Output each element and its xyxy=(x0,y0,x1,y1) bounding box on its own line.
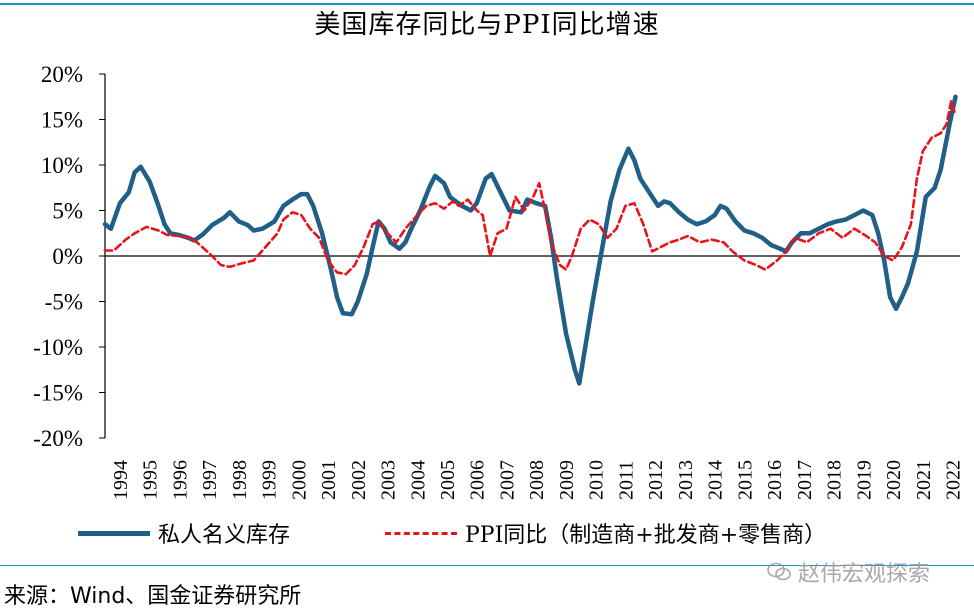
x-tick-label: 2013 xyxy=(675,460,697,500)
x-tick-label: 2015 xyxy=(734,460,756,500)
series-layer xyxy=(102,94,958,386)
y-tick-label: 10% xyxy=(41,153,83,178)
x-tick-label: 2012 xyxy=(645,460,667,500)
x-tick-label: 2000 xyxy=(288,460,310,500)
x-tick-label: 2010 xyxy=(586,460,608,500)
wechat-icon xyxy=(767,562,791,581)
legend-swatch-dashed xyxy=(385,531,457,535)
legend-label-inventory: 私人名义库存 xyxy=(158,523,291,548)
y-tick-label: -20% xyxy=(33,426,83,451)
x-tick-label: 2005 xyxy=(437,460,459,500)
x-tick-label: 1997 xyxy=(199,460,221,500)
x-axis-ticks: 1994 1995 1996 1997 1998 1999 2000 2001 2002 2003… xyxy=(110,460,965,500)
legend-swatch-solid xyxy=(78,530,150,536)
y-axis-ticks: 20% 15% 10% 5% 0% -5% -10% -15% -20% xyxy=(33,62,105,451)
series-line-inventory xyxy=(102,94,958,386)
watermark-text: 赵伟宏观探索 xyxy=(798,562,931,587)
x-tick-label: 2014 xyxy=(705,460,727,500)
y-tick-label: 5% xyxy=(52,199,83,224)
top-rule xyxy=(0,3,974,5)
x-tick-label: 1999 xyxy=(259,460,281,500)
x-tick-label: 1994 xyxy=(110,460,132,500)
x-tick-label: 2006 xyxy=(467,460,489,500)
x-tick-label: 1995 xyxy=(140,460,162,500)
legend-label-ppi: PPI同比（制造商+批发商+零售商） xyxy=(465,523,827,548)
x-tick-label: 2004 xyxy=(407,460,429,500)
x-tick-label: 2001 xyxy=(318,460,340,500)
watermark: 赵伟宏观探索 xyxy=(766,556,930,588)
x-tick-label: 2020 xyxy=(883,460,905,500)
x-tick-label: 2007 xyxy=(496,460,518,500)
x-tick-label: 2016 xyxy=(764,460,786,500)
x-tick-label: 1996 xyxy=(169,460,191,500)
y-tick-label: 0% xyxy=(52,244,83,269)
series-line-ppi xyxy=(103,100,957,276)
x-tick-label: 2019 xyxy=(853,460,875,500)
x-tick-label: 2021 xyxy=(913,460,935,500)
chart-title: 美国库存同比与PPI同比增速 xyxy=(314,10,660,40)
y-tick-label: -15% xyxy=(33,381,83,406)
legend-item-inventory: 私人名义库存 xyxy=(78,516,290,550)
x-tick-label: 2009 xyxy=(556,460,578,500)
x-tick-label: 2003 xyxy=(378,460,400,500)
x-tick-label: 1998 xyxy=(229,460,251,500)
y-tick-label: -5% xyxy=(45,290,83,315)
source-note: 来源：Wind、国金证券研究所 xyxy=(4,584,302,609)
x-tick-label: 2018 xyxy=(824,460,846,500)
x-tick-label: 2017 xyxy=(794,460,816,500)
bottom-rule xyxy=(0,565,974,566)
y-tick-label: 15% xyxy=(41,108,83,133)
legend: 私人名义库存 PPI同比（制造商+批发商+零售商） xyxy=(0,516,974,550)
x-tick-label: 2011 xyxy=(615,461,637,500)
x-tick-label: 2008 xyxy=(526,460,548,500)
y-tick-label: 20% xyxy=(41,62,83,87)
legend-item-ppi: PPI同比（制造商+批发商+零售商） xyxy=(385,516,826,550)
x-tick-label: 2002 xyxy=(348,460,370,500)
y-tick-label: -10% xyxy=(33,335,83,360)
x-tick-label: 2022 xyxy=(943,460,965,500)
